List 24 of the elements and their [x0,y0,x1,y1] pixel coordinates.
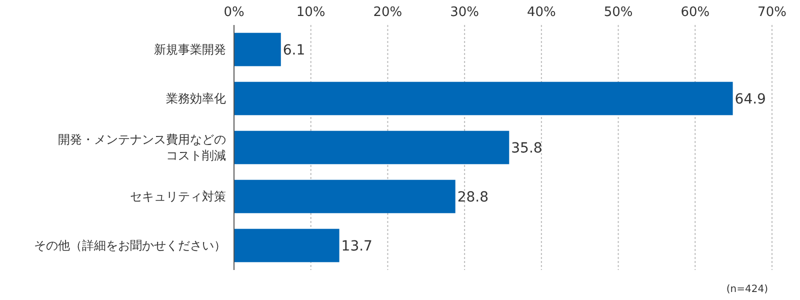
text: (n=424) [726,284,768,295]
data-label: 6.1 [282,42,306,58]
x-tick-label: 10% [296,5,326,20]
x-tick-label: 60% [680,5,710,20]
y-tick-label: セキュリティ対策 [130,190,226,204]
y-tick-label: 開発・メンテナンス費用などのコスト削減 [58,132,226,162]
y-tick-label: 業務効率化 [166,92,226,106]
x-tick-label: 70% [758,5,786,20]
data-label: 28.8 [457,190,489,206]
x-tick-label: 30% [450,5,480,20]
bar [234,228,340,262]
x-tick-label: 50% [604,5,633,20]
bar [234,180,456,214]
y-tick-label: 新規事業開発 [154,42,226,56]
x-tick-label: 0% [224,5,244,20]
x-tick-label: 40% [526,5,556,20]
x-tick-label: 20% [373,5,402,20]
data-label: 35.8 [511,140,542,156]
bar [234,130,510,164]
bar [234,82,733,116]
y-tick-label: その他（詳細をお聞かせください） [34,238,226,252]
data-label: 64.9 [734,92,766,108]
data-label: 13.7 [341,238,372,254]
bar [234,32,281,66]
